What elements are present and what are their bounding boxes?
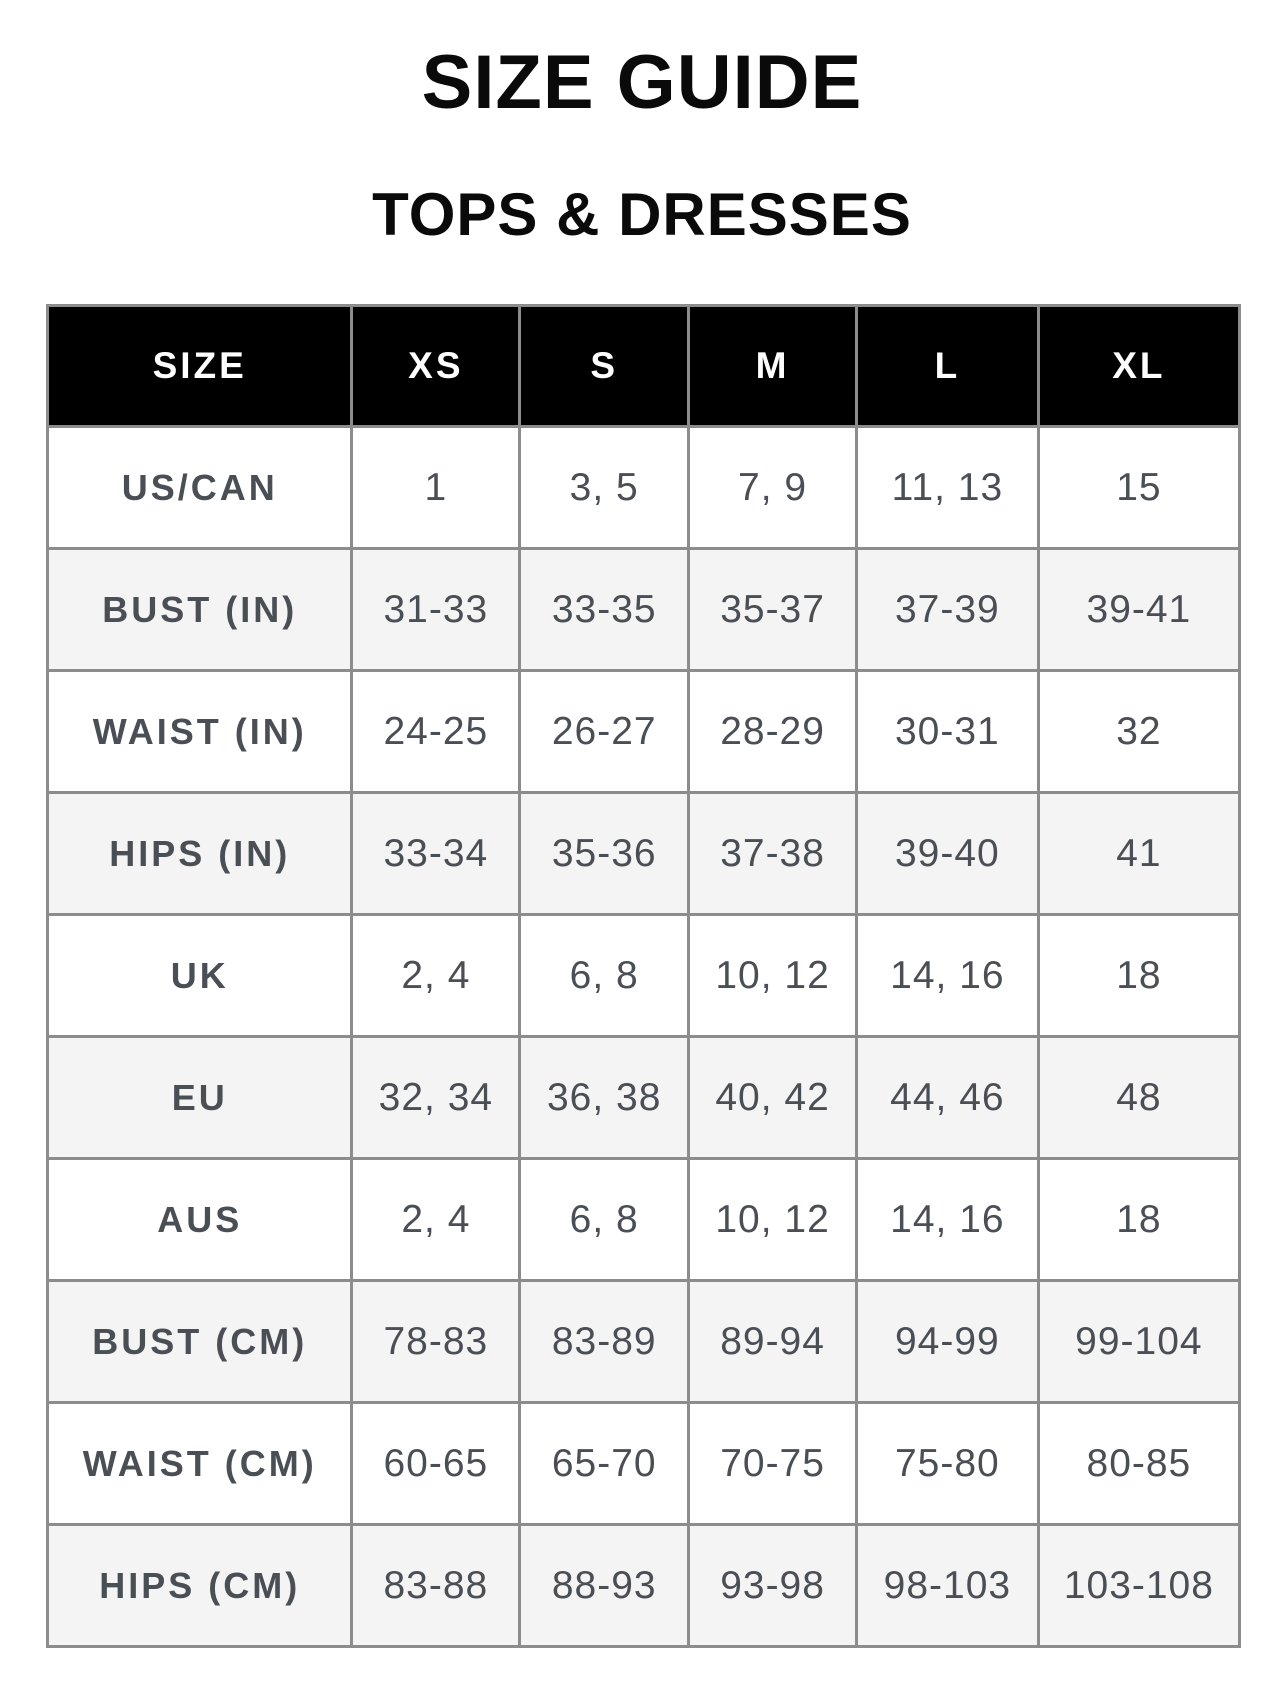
row-label: AUS [45, 1157, 354, 1282]
table-row: AUS 2, 4 6, 8 10, 12 14, 16 18 [45, 1157, 1242, 1282]
table-cell: 94-99 [854, 1279, 1040, 1404]
table-cell: 60-65 [350, 1401, 522, 1526]
table-cell: 103-108 [1036, 1523, 1242, 1648]
table-cell: 6, 8 [518, 1157, 691, 1282]
table-cell: 3, 5 [518, 425, 691, 550]
header-row: SIZE XS S M L XL [45, 304, 1242, 428]
table-row: WAIST (CM) 60-65 65-70 70-75 75-80 80-85 [45, 1401, 1242, 1526]
table-cell: 18 [1036, 913, 1242, 1038]
table-row: EU 32, 34 36, 38 40, 42 44, 46 48 [45, 1035, 1242, 1160]
table-cell: 39-41 [1036, 547, 1242, 672]
header-cell-m: M [687, 304, 858, 428]
table-cell: 37-39 [854, 547, 1040, 672]
table-cell: 98-103 [854, 1523, 1040, 1648]
table-cell: 28-29 [687, 669, 858, 794]
page-title: SIZE GUIDE [421, 40, 863, 125]
table-cell: 14, 16 [854, 1157, 1040, 1282]
row-label: UK [45, 913, 354, 1038]
row-label: EU [45, 1035, 354, 1160]
table-row: HIPS (IN) 33-34 35-36 37-38 39-40 41 [45, 791, 1242, 916]
table-row: US/CAN 1 3, 5 7, 9 11, 13 15 [45, 425, 1242, 550]
row-label: WAIST (CM) [45, 1401, 354, 1526]
table-cell: 75-80 [854, 1401, 1040, 1526]
table-cell: 99-104 [1036, 1279, 1242, 1404]
header-cell-l: L [854, 304, 1040, 428]
table-cell: 15 [1036, 425, 1242, 550]
table-cell: 6, 8 [518, 913, 691, 1038]
table-cell: 32, 34 [350, 1035, 522, 1160]
header-cell-xl: XL [1036, 304, 1242, 428]
table-cell: 35-36 [518, 791, 691, 916]
row-label: US/CAN [45, 425, 354, 550]
table-cell: 33-34 [350, 791, 522, 916]
table-cell: 80-85 [1036, 1401, 1242, 1526]
table-cell: 26-27 [518, 669, 691, 794]
row-label: BUST (CM) [45, 1279, 354, 1404]
table-cell: 33-35 [518, 547, 691, 672]
row-label: HIPS (IN) [45, 791, 354, 916]
table-cell: 44, 46 [854, 1035, 1040, 1160]
table-cell: 1 [350, 425, 522, 550]
row-label: WAIST (IN) [45, 669, 354, 794]
section-subtitle: TOPS & DRESSES [372, 181, 912, 248]
header-cell-s: S [518, 304, 691, 428]
table-cell: 10, 12 [687, 913, 858, 1038]
table-cell: 2, 4 [350, 1157, 522, 1282]
table-cell: 48 [1036, 1035, 1242, 1160]
table-header: SIZE XS S M L XL [45, 304, 1242, 428]
table-cell: 78-83 [350, 1279, 522, 1404]
table-cell: 93-98 [687, 1523, 858, 1648]
table-cell: 24-25 [350, 669, 522, 794]
table-cell: 40, 42 [687, 1035, 858, 1160]
table-cell: 41 [1036, 791, 1242, 916]
row-label: HIPS (CM) [45, 1523, 354, 1648]
table-cell: 65-70 [518, 1401, 691, 1526]
table-row: HIPS (CM) 83-88 88-93 93-98 98-103 103-108 [45, 1523, 1242, 1648]
table-cell: 31-33 [350, 547, 522, 672]
table-cell: 83-89 [518, 1279, 691, 1404]
table-body: US/CAN 1 3, 5 7, 9 11, 13 15 BUST (IN) 31-33 33-… [45, 425, 1242, 1648]
table-cell: 2, 4 [350, 913, 522, 1038]
table-row: BUST (IN) 31-33 33-35 35-37 37-39 39-41 [45, 547, 1242, 672]
table-cell: 36, 38 [518, 1035, 691, 1160]
row-label: BUST (IN) [45, 547, 354, 672]
table-row: BUST (CM) 78-83 83-89 89-94 94-99 99-104 [45, 1279, 1242, 1404]
table-cell: 37-38 [687, 791, 858, 916]
table-cell: 32 [1036, 669, 1242, 794]
table-cell: 83-88 [350, 1523, 522, 1648]
table-cell: 35-37 [687, 547, 858, 672]
table-cell: 88-93 [518, 1523, 691, 1648]
table-cell: 14, 16 [854, 913, 1040, 1038]
table-cell: 18 [1036, 1157, 1242, 1282]
table-cell: 11, 13 [854, 425, 1040, 550]
table-cell: 39-40 [854, 791, 1040, 916]
table-row: WAIST (IN) 24-25 26-27 28-29 30-31 32 [45, 669, 1242, 794]
table-cell: 70-75 [687, 1401, 858, 1526]
header-cell-size: SIZE [45, 304, 354, 428]
table-cell: 30-31 [854, 669, 1040, 794]
size-chart-table: SIZE XS S M L XL US/CAN 1 3, 5 7, 9 11, 13 15… [45, 304, 1242, 1648]
table-row: UK 2, 4 6, 8 10, 12 14, 16 18 [45, 913, 1242, 1038]
table-cell: 10, 12 [687, 1157, 858, 1282]
header-cell-xs: XS [350, 304, 522, 428]
table-cell: 7, 9 [687, 425, 858, 550]
table-cell: 89-94 [687, 1279, 858, 1404]
